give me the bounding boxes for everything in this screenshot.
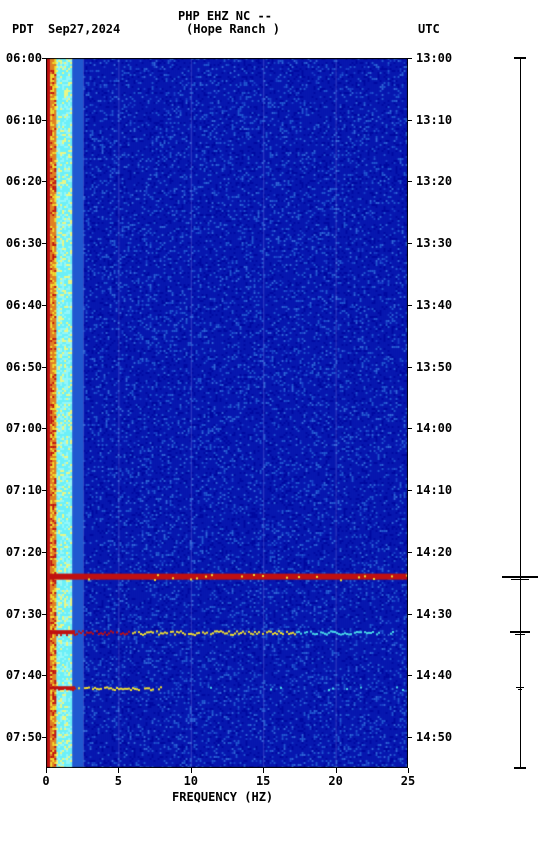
- x-tick: [408, 768, 409, 773]
- y-left-tick-label: 06:10: [0, 113, 42, 127]
- y-left-tick-label: 06:20: [0, 174, 42, 188]
- y-right-tick-label: 13:00: [416, 51, 452, 65]
- x-tick-label: 20: [328, 774, 342, 788]
- y-right-tick-label: 13:30: [416, 236, 452, 250]
- y-left-tick: [42, 243, 46, 244]
- x-tick-label: 15: [256, 774, 270, 788]
- x-tick: [263, 768, 264, 773]
- x-tick-label: 25: [401, 774, 415, 788]
- y-right-tick: [408, 614, 412, 615]
- spectrogram-canvas: [46, 58, 408, 768]
- y-left-tick-label: 06:50: [0, 360, 42, 374]
- y-left-tick: [42, 305, 46, 306]
- y-right-tick-label: 14:20: [416, 545, 452, 559]
- y-right-tick-label: 13:20: [416, 174, 452, 188]
- y-left-tick-label: 06:40: [0, 298, 42, 312]
- station-title-top: PHP EHZ NC --: [178, 9, 272, 23]
- y-left-tick: [42, 367, 46, 368]
- y-right-tick-label: 14:30: [416, 607, 452, 621]
- waveform-spike: [518, 689, 522, 690]
- y-right-tick-label: 13:50: [416, 360, 452, 374]
- y-right-tick: [408, 552, 412, 553]
- y-left-tick-label: 07:20: [0, 545, 42, 559]
- x-tick: [336, 768, 337, 773]
- waveform-spike: [515, 634, 525, 635]
- waveform-baseline: [520, 58, 521, 768]
- y-left-tick: [42, 58, 46, 59]
- y-left-tick-label: 07:00: [0, 421, 42, 435]
- y-right-tick: [408, 490, 412, 491]
- y-right-tick-label: 14:00: [416, 421, 452, 435]
- right-tz-label: UTC: [418, 22, 440, 36]
- y-right-tick: [408, 428, 412, 429]
- y-right-tick: [408, 305, 412, 306]
- station-title-bottom: (Hope Ranch ): [186, 22, 280, 36]
- y-right-tick: [408, 243, 412, 244]
- waveform-spike: [510, 631, 530, 633]
- waveform-endcap: [514, 767, 526, 769]
- y-right-tick-label: 14:10: [416, 483, 452, 497]
- waveform-panel: [500, 58, 540, 768]
- y-right-tick: [408, 58, 412, 59]
- y-left-tick: [42, 614, 46, 615]
- y-right-tick: [408, 675, 412, 676]
- x-axis-title: FREQUENCY (HZ): [172, 790, 273, 804]
- x-tick-label: 0: [42, 774, 49, 788]
- y-left-tick-label: 07:10: [0, 483, 42, 497]
- y-right-tick-label: 13:40: [416, 298, 452, 312]
- y-left-tick: [42, 428, 46, 429]
- y-right-tick: [408, 367, 412, 368]
- y-right-tick-label: 14:40: [416, 668, 452, 682]
- y-right-tick: [408, 181, 412, 182]
- y-left-tick: [42, 552, 46, 553]
- x-tick: [118, 768, 119, 773]
- y-left-tick-label: 06:30: [0, 236, 42, 250]
- x-tick: [46, 768, 47, 773]
- y-left-tick: [42, 120, 46, 121]
- y-left-tick: [42, 490, 46, 491]
- waveform-spike: [502, 576, 538, 578]
- y-left-tick-label: 07:30: [0, 607, 42, 621]
- date-label: Sep27,2024: [48, 22, 120, 36]
- y-left-tick: [42, 675, 46, 676]
- y-left-tick: [42, 181, 46, 182]
- x-tick: [191, 768, 192, 773]
- y-left-tick: [42, 737, 46, 738]
- y-left-tick-label: 07:50: [0, 730, 42, 744]
- y-right-tick: [408, 737, 412, 738]
- spectrogram-plot: [46, 58, 408, 768]
- waveform-endcap: [514, 57, 526, 59]
- y-left-tick-label: 07:40: [0, 668, 42, 682]
- left-tz-label: PDT: [12, 22, 34, 36]
- y-right-tick: [408, 120, 412, 121]
- y-right-tick-label: 14:50: [416, 730, 452, 744]
- x-tick-label: 5: [115, 774, 122, 788]
- chart-header: PDT Sep27,2024 PHP EHZ NC -- (Hope Ranch…: [0, 0, 552, 40]
- y-left-tick-label: 06:00: [0, 51, 42, 65]
- x-tick-label: 10: [184, 774, 198, 788]
- waveform-spike: [511, 579, 529, 580]
- y-right-tick-label: 13:10: [416, 113, 452, 127]
